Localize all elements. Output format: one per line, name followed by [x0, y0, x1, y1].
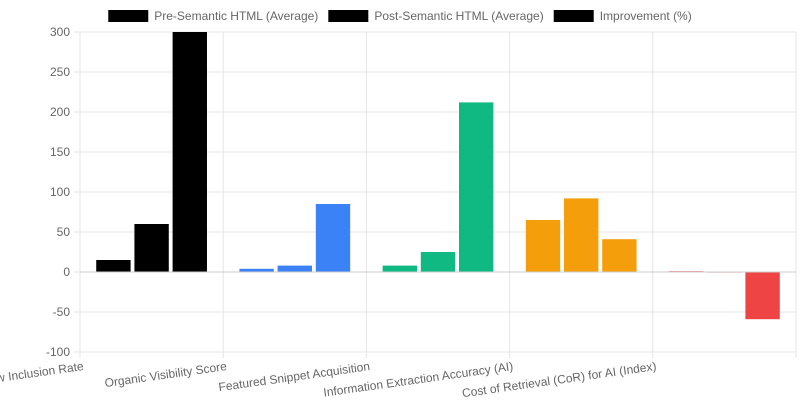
y-tick-label: 100 [50, 185, 70, 199]
y-tick-label: 250 [50, 65, 70, 79]
bar [459, 102, 494, 273]
bar [239, 268, 274, 272]
y-tick-label: 300 [50, 25, 70, 39]
legend-item[interactable]: Improvement (%) [553, 9, 692, 23]
y-tick-label: 150 [50, 145, 70, 159]
bar [134, 224, 169, 272]
bar [382, 265, 417, 272]
bar [602, 239, 637, 272]
bar [315, 204, 351, 272]
bar [564, 198, 599, 272]
legend-swatch [328, 10, 369, 22]
x-tick-label: Organic Visibility Score [104, 359, 228, 390]
bar [745, 272, 780, 320]
bar [420, 252, 456, 272]
legend-item[interactable]: Pre-Semantic HTML (Average) [108, 9, 318, 23]
legend-label: Pre-Semantic HTML (Average) [154, 9, 318, 23]
y-tick-label: 50 [57, 225, 71, 239]
y-tick-label: -100 [46, 345, 70, 359]
x-tick-label: AI Overview Inclusion Rate [0, 359, 85, 393]
axes: -100 -50 0 50 100 150 200 250 300 AI Overview Inc… [0, 25, 796, 400]
bar [96, 260, 131, 272]
legend-swatch [108, 10, 149, 22]
bar [277, 265, 312, 272]
legend: Pre-Semantic HTML (Average) Post-Semantic… [108, 9, 692, 23]
bar [525, 220, 561, 272]
legend-label: Post-Semantic HTML (Average) [374, 9, 543, 23]
bars [96, 32, 780, 320]
y-tick-label: -50 [53, 305, 71, 319]
legend-label: Improvement (%) [600, 9, 692, 23]
y-tick-label: 200 [50, 105, 70, 119]
bar [172, 32, 207, 272]
legend-swatch [553, 10, 594, 22]
y-tick-label: 0 [63, 265, 70, 279]
legend-item[interactable]: Post-Semantic HTML (Average) [328, 9, 544, 23]
